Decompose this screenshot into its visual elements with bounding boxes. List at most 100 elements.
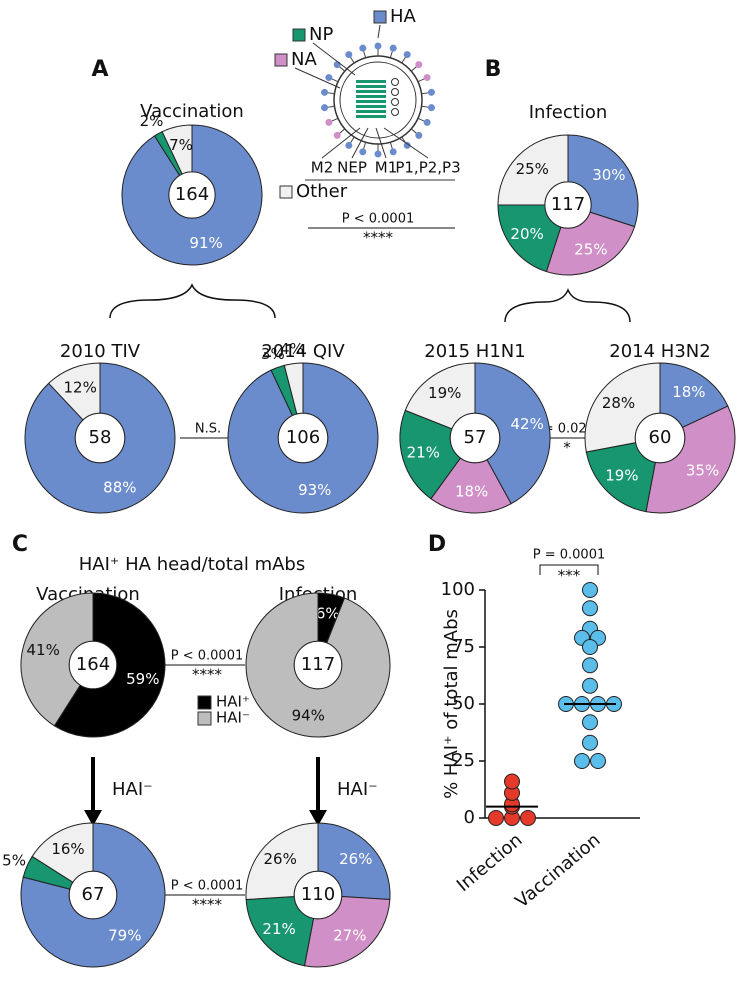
pie-center <box>168 171 216 219</box>
rnp <box>356 115 386 118</box>
rnp <box>356 110 386 113</box>
spike-head <box>345 141 353 149</box>
spike-head <box>423 74 431 82</box>
p-value: P < 0.0001 <box>171 879 243 894</box>
pie-title: Infection <box>529 102 608 123</box>
data-point <box>582 639 598 655</box>
spike-head <box>403 51 411 59</box>
bracket <box>539 564 599 575</box>
value-label: 18% <box>672 383 705 401</box>
pie-center <box>277 412 329 464</box>
data-point <box>574 753 590 769</box>
legend-swatch <box>373 10 387 24</box>
pie-title: 2015 H1N1 <box>424 341 525 362</box>
p-value: P < 0.0001 <box>171 649 243 664</box>
value-label: 2% <box>140 112 164 130</box>
spike-head <box>374 150 382 158</box>
p-value: N.S. <box>195 422 221 437</box>
segment-label: M1 <box>375 159 398 177</box>
value-label: 4% <box>280 340 304 358</box>
value-label: 26% <box>339 850 372 868</box>
data-point <box>582 600 598 617</box>
value-label: 88% <box>103 479 136 497</box>
polymerase <box>391 78 399 86</box>
significance: * <box>563 439 571 457</box>
pie-total: 58 <box>89 427 112 448</box>
y-tick-label: 50 <box>452 693 475 714</box>
spike-head <box>415 61 423 69</box>
value-label: 59% <box>126 670 159 688</box>
rnp <box>356 90 386 93</box>
legend-swatch <box>274 53 288 67</box>
p-value: P < 0.0001 <box>342 212 414 227</box>
value-label: 19% <box>428 384 461 402</box>
value-label: 25% <box>574 241 607 259</box>
spike-head <box>359 44 367 52</box>
spike-head <box>333 61 341 69</box>
spike-head <box>427 88 435 96</box>
brace <box>504 288 631 323</box>
leader <box>383 127 429 159</box>
pie-total: 110 <box>301 884 335 905</box>
value-label: 30% <box>592 166 625 184</box>
polymerase <box>391 88 399 96</box>
value-label: 93% <box>298 481 331 499</box>
data-point <box>582 677 598 694</box>
spike-head <box>321 88 329 96</box>
spike-head <box>374 42 382 50</box>
legend-label: Other <box>296 181 348 202</box>
value-label: 12% <box>63 378 96 396</box>
pie-total: 117 <box>551 194 585 215</box>
x-tick-label: Infection <box>453 830 527 897</box>
pie-center <box>293 640 343 690</box>
legend-swatch <box>292 28 306 42</box>
legend-label: HAI⁺ <box>216 693 250 711</box>
pie-total: 106 <box>286 427 320 448</box>
data-point <box>582 714 598 731</box>
data-point <box>488 810 504 826</box>
spike-head <box>427 104 435 112</box>
segment-label: P1,P2,P3 <box>395 159 460 177</box>
legend-label: NA <box>291 49 317 70</box>
spike-head <box>325 118 333 126</box>
arrow-head <box>309 810 327 826</box>
legend-label: HA <box>390 6 417 27</box>
legend-swatch <box>197 711 212 726</box>
value-label: 21% <box>262 920 295 938</box>
legend-label: NP <box>309 24 333 45</box>
significance: **** <box>363 229 394 247</box>
x-tick-label: Vaccination <box>512 830 605 913</box>
spike-head <box>423 118 431 126</box>
arrow-label: HAI⁻ <box>337 779 378 800</box>
pie-total: 60 <box>649 427 672 448</box>
spike-head <box>345 51 353 59</box>
data-point <box>590 753 606 769</box>
leader <box>312 42 356 76</box>
value-label: 41% <box>27 641 60 659</box>
leader <box>377 24 381 39</box>
value-label: 7% <box>169 136 193 154</box>
value-label: 94% <box>292 706 325 724</box>
spike-head <box>415 131 423 139</box>
rnp <box>356 105 386 108</box>
arrow-head <box>84 810 102 826</box>
pie-total: 67 <box>82 884 105 905</box>
pie-title: Vaccination <box>140 101 244 122</box>
value-label: 35% <box>686 462 719 480</box>
pie-title: 2010 TIV <box>60 341 141 362</box>
data-point <box>520 810 536 826</box>
pie-center <box>449 412 501 464</box>
y-axis-label: % HAI⁺ of total mAbs <box>441 609 462 799</box>
spike-head <box>389 44 397 52</box>
virus-membrane <box>339 61 417 139</box>
pie-total: 57 <box>464 427 487 448</box>
pie-total: 164 <box>76 654 110 675</box>
leader <box>351 127 369 159</box>
rnp <box>356 95 386 98</box>
value-label: 3% <box>261 345 285 363</box>
value-label: 27% <box>333 926 366 944</box>
spike-head <box>321 104 329 112</box>
pie-center <box>634 412 686 464</box>
panel-label: B <box>485 57 502 82</box>
